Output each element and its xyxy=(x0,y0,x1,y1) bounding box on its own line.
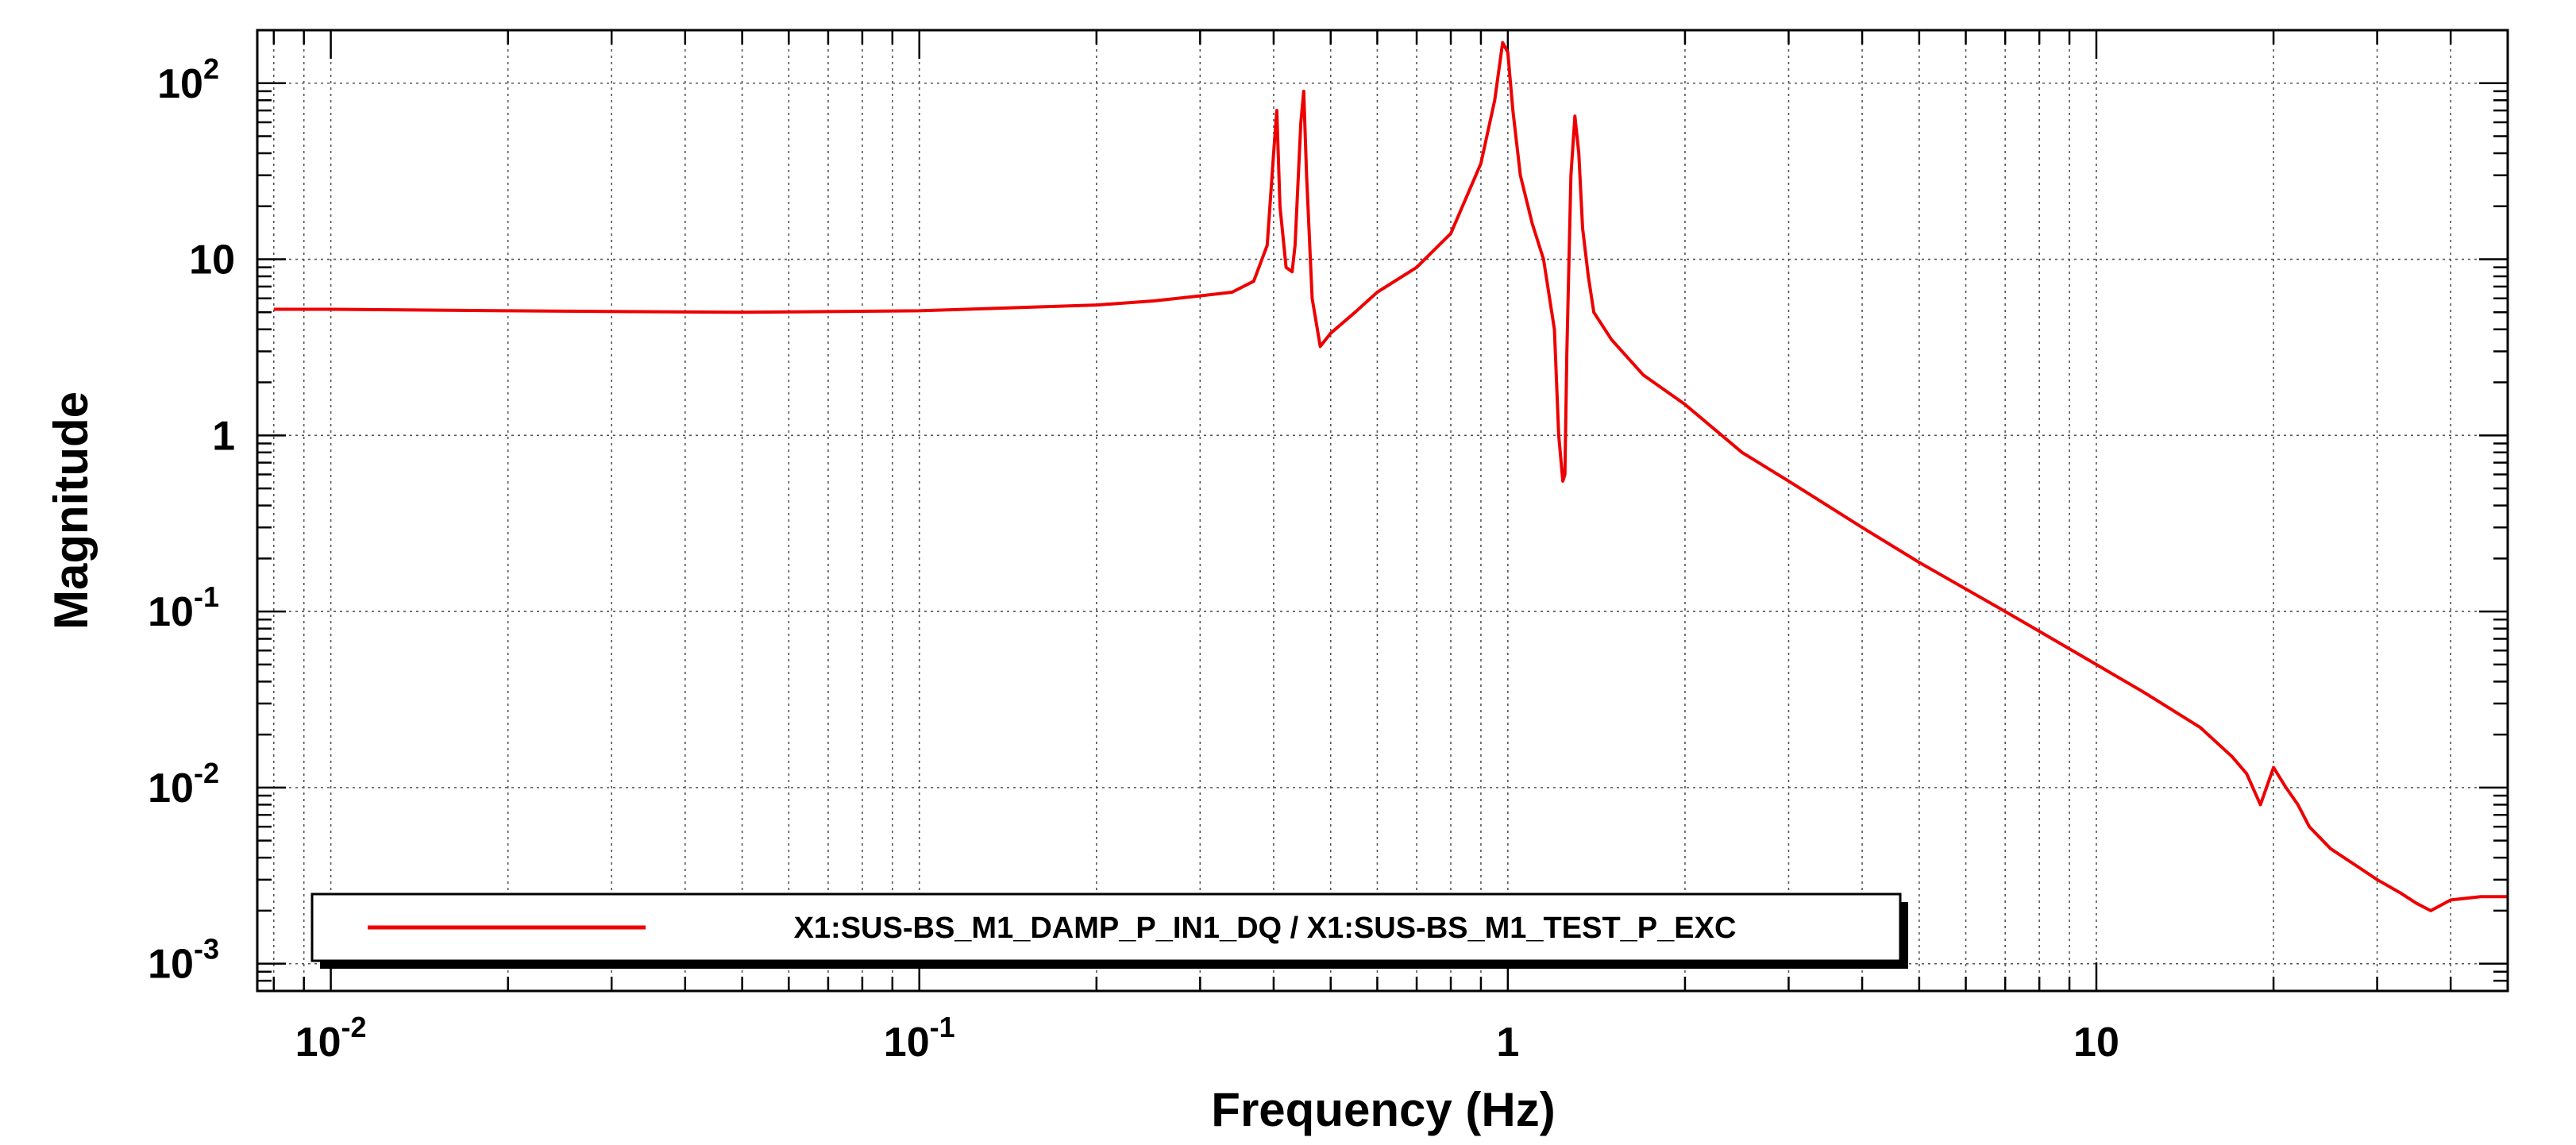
x-tick-labels: 10-2 10-1 1 10 xyxy=(295,1011,2119,1066)
y-axis-title: Magnitude xyxy=(44,391,98,630)
y-tick-label: 10-2 xyxy=(148,757,219,812)
x-tick-label: 1 xyxy=(1496,1020,1519,1066)
y-tick-label: 10-3 xyxy=(148,933,219,988)
y-tick-labels: 10-3 10-2 10-1 1 10 102 xyxy=(148,52,235,988)
series-line xyxy=(273,40,2508,912)
y-tick-label: 10-1 xyxy=(148,580,219,635)
legend: X1:SUS-BS_M1_DAMP_P_IN1_DQ / X1:SUS-BS_M… xyxy=(310,892,1908,969)
grid-lines xyxy=(257,30,2509,991)
x-tick-label: 10-2 xyxy=(295,1011,367,1066)
legend-entry-label: X1:SUS-BS_M1_DAMP_P_IN1_DQ / X1:SUS-BS_M… xyxy=(794,912,1737,945)
y-tick-label: 102 xyxy=(157,52,219,107)
y-tick-label: 1 xyxy=(212,413,235,459)
plot-frame xyxy=(256,29,2509,993)
series-layer xyxy=(273,40,2508,912)
x-tick-label: 10 xyxy=(2073,1020,2119,1066)
y-tick-label: 10 xyxy=(189,237,235,283)
x-axis-title: Frequency (Hz) xyxy=(1211,1083,1555,1136)
axis-ticks xyxy=(257,29,2509,993)
x-tick-label: 10-1 xyxy=(884,1011,955,1066)
